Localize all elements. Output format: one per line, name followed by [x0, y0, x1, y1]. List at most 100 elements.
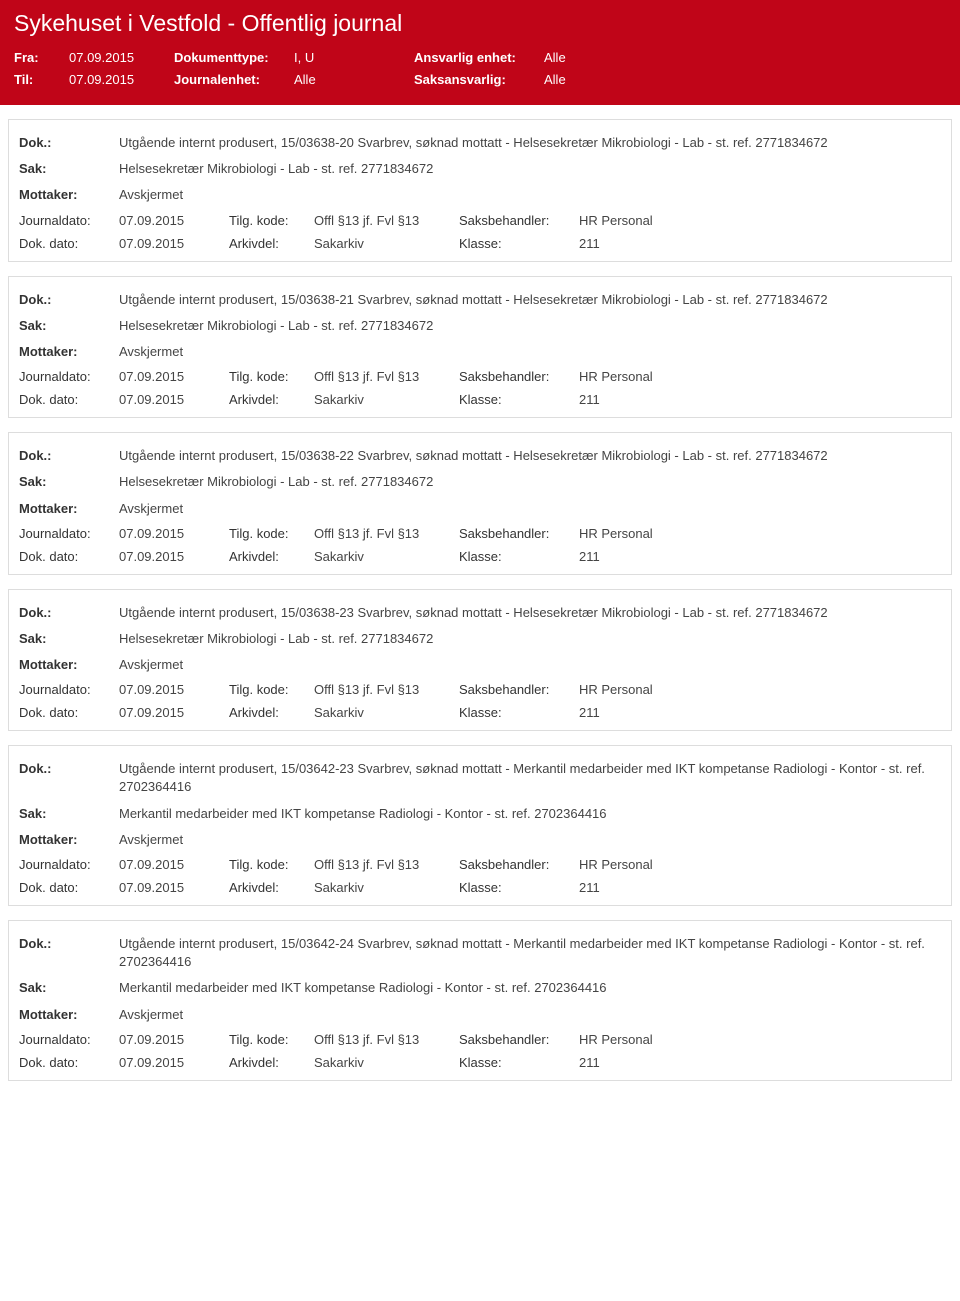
journaldato-label: Journaldato:: [19, 682, 119, 697]
mottaker-label: Mottaker:: [19, 831, 119, 849]
journal-entry: Dok.: Utgående internt produsert, 15/036…: [8, 745, 952, 906]
til-value: 07.09.2015: [69, 69, 174, 91]
dokdato-value: 07.09.2015: [119, 392, 229, 407]
dok-label: Dok.:: [19, 291, 119, 309]
dokdato-label: Dok. dato:: [19, 392, 119, 407]
dok-label: Dok.:: [19, 760, 119, 796]
klasse-label: Klasse:: [459, 236, 579, 251]
dok-value: Utgående internt produsert, 15/03638-20 …: [119, 134, 941, 152]
til-label: Til:: [14, 69, 69, 91]
dokdato-label: Dok. dato:: [19, 880, 119, 895]
fra-value: 07.09.2015: [69, 47, 174, 69]
tilgkode-value: Offl §13 jf. Fvl §13: [314, 1032, 459, 1047]
dok-label: Dok.:: [19, 604, 119, 622]
dokdato-value: 07.09.2015: [119, 880, 229, 895]
journal-header: Sykehuset i Vestfold - Offentlig journal…: [0, 0, 960, 105]
sak-value: Helsesekretær Mikrobiologi - Lab - st. r…: [119, 317, 941, 335]
mottaker-label: Mottaker:: [19, 1006, 119, 1024]
journaldato-value: 07.09.2015: [119, 213, 229, 228]
mottaker-value: Avskjermet: [119, 1006, 941, 1024]
dokdato-value: 07.09.2015: [119, 236, 229, 251]
arkivdel-value: Sakarkiv: [314, 236, 459, 251]
saksbehandler-value: HR Personal: [579, 369, 719, 384]
mottaker-label: Mottaker:: [19, 656, 119, 674]
header-row-1: Fra: 07.09.2015 Dokumenttype: I, U Ansva…: [14, 47, 946, 69]
dokdato-value: 07.09.2015: [119, 1055, 229, 1070]
klasse-value: 211: [579, 236, 719, 251]
sak-label: Sak:: [19, 160, 119, 178]
dok-label: Dok.:: [19, 447, 119, 465]
journalenhet-label: Journalenhet:: [174, 69, 294, 91]
dok-value: Utgående internt produsert, 15/03638-23 …: [119, 604, 941, 622]
saksbehandler-value: HR Personal: [579, 526, 719, 541]
mottaker-value: Avskjermet: [119, 186, 941, 204]
dokdato-label: Dok. dato:: [19, 549, 119, 564]
doktype-label: Dokumenttype:: [174, 47, 294, 69]
sak-label: Sak:: [19, 317, 119, 335]
mottaker-value: Avskjermet: [119, 343, 941, 361]
tilgkode-value: Offl §13 jf. Fvl §13: [314, 857, 459, 872]
klasse-label: Klasse:: [459, 1055, 579, 1070]
saksbehandler-value: HR Personal: [579, 682, 719, 697]
tilgkode-label: Tilg. kode:: [229, 369, 314, 384]
journaldato-label: Journaldato:: [19, 1032, 119, 1047]
sak-value: Merkantil medarbeider med IKT kompetanse…: [119, 979, 941, 997]
tilgkode-value: Offl §13 jf. Fvl §13: [314, 526, 459, 541]
journaldato-value: 07.09.2015: [119, 857, 229, 872]
journal-entry: Dok.: Utgående internt produsert, 15/036…: [8, 276, 952, 419]
saksansvarlig-label: Saksansvarlig:: [414, 69, 544, 91]
arkivdel-label: Arkivdel:: [229, 549, 314, 564]
journalenhet-value: Alle: [294, 69, 414, 91]
dok-value: Utgående internt produsert, 15/03642-24 …: [119, 935, 941, 971]
saksbehandler-value: HR Personal: [579, 213, 719, 228]
dok-label: Dok.:: [19, 134, 119, 152]
tilgkode-label: Tilg. kode:: [229, 1032, 314, 1047]
journaldato-value: 07.09.2015: [119, 526, 229, 541]
arkivdel-label: Arkivdel:: [229, 705, 314, 720]
saksbehandler-label: Saksbehandler:: [459, 369, 579, 384]
dokdato-label: Dok. dato:: [19, 1055, 119, 1070]
dokdato-label: Dok. dato:: [19, 236, 119, 251]
tilgkode-label: Tilg. kode:: [229, 213, 314, 228]
sak-value: Helsesekretær Mikrobiologi - Lab - st. r…: [119, 473, 941, 491]
mottaker-value: Avskjermet: [119, 656, 941, 674]
tilgkode-value: Offl §13 jf. Fvl §13: [314, 369, 459, 384]
saksbehandler-value: HR Personal: [579, 857, 719, 872]
sak-label: Sak:: [19, 979, 119, 997]
sak-label: Sak:: [19, 805, 119, 823]
tilgkode-value: Offl §13 jf. Fvl §13: [314, 213, 459, 228]
klasse-value: 211: [579, 705, 719, 720]
tilgkode-label: Tilg. kode:: [229, 526, 314, 541]
sak-value: Helsesekretær Mikrobiologi - Lab - st. r…: [119, 630, 941, 648]
sak-value: Merkantil medarbeider med IKT kompetanse…: [119, 805, 941, 823]
saksbehandler-label: Saksbehandler:: [459, 1032, 579, 1047]
sak-label: Sak:: [19, 630, 119, 648]
dokdato-label: Dok. dato:: [19, 705, 119, 720]
arkivdel-value: Sakarkiv: [314, 1055, 459, 1070]
arkivdel-label: Arkivdel:: [229, 1055, 314, 1070]
klasse-label: Klasse:: [459, 880, 579, 895]
journaldato-value: 07.09.2015: [119, 369, 229, 384]
mottaker-value: Avskjermet: [119, 831, 941, 849]
journal-entry: Dok.: Utgående internt produsert, 15/036…: [8, 432, 952, 575]
journaldato-label: Journaldato:: [19, 369, 119, 384]
saksbehandler-label: Saksbehandler:: [459, 682, 579, 697]
journaldato-label: Journaldato:: [19, 526, 119, 541]
journal-entry: Dok.: Utgående internt produsert, 15/036…: [8, 589, 952, 732]
sak-value: Helsesekretær Mikrobiologi - Lab - st. r…: [119, 160, 941, 178]
klasse-value: 211: [579, 392, 719, 407]
sak-label: Sak:: [19, 473, 119, 491]
klasse-label: Klasse:: [459, 549, 579, 564]
ansvarlig-value: Alle: [544, 47, 624, 69]
arkivdel-value: Sakarkiv: [314, 880, 459, 895]
dok-value: Utgående internt produsert, 15/03638-22 …: [119, 447, 941, 465]
journaldato-value: 07.09.2015: [119, 682, 229, 697]
arkivdel-value: Sakarkiv: [314, 392, 459, 407]
fra-label: Fra:: [14, 47, 69, 69]
arkivdel-value: Sakarkiv: [314, 705, 459, 720]
mottaker-label: Mottaker:: [19, 343, 119, 361]
klasse-value: 211: [579, 1055, 719, 1070]
arkivdel-value: Sakarkiv: [314, 549, 459, 564]
saksansvarlig-value: Alle: [544, 69, 624, 91]
header-row-2: Til: 07.09.2015 Journalenhet: Alle Saksa…: [14, 69, 946, 91]
